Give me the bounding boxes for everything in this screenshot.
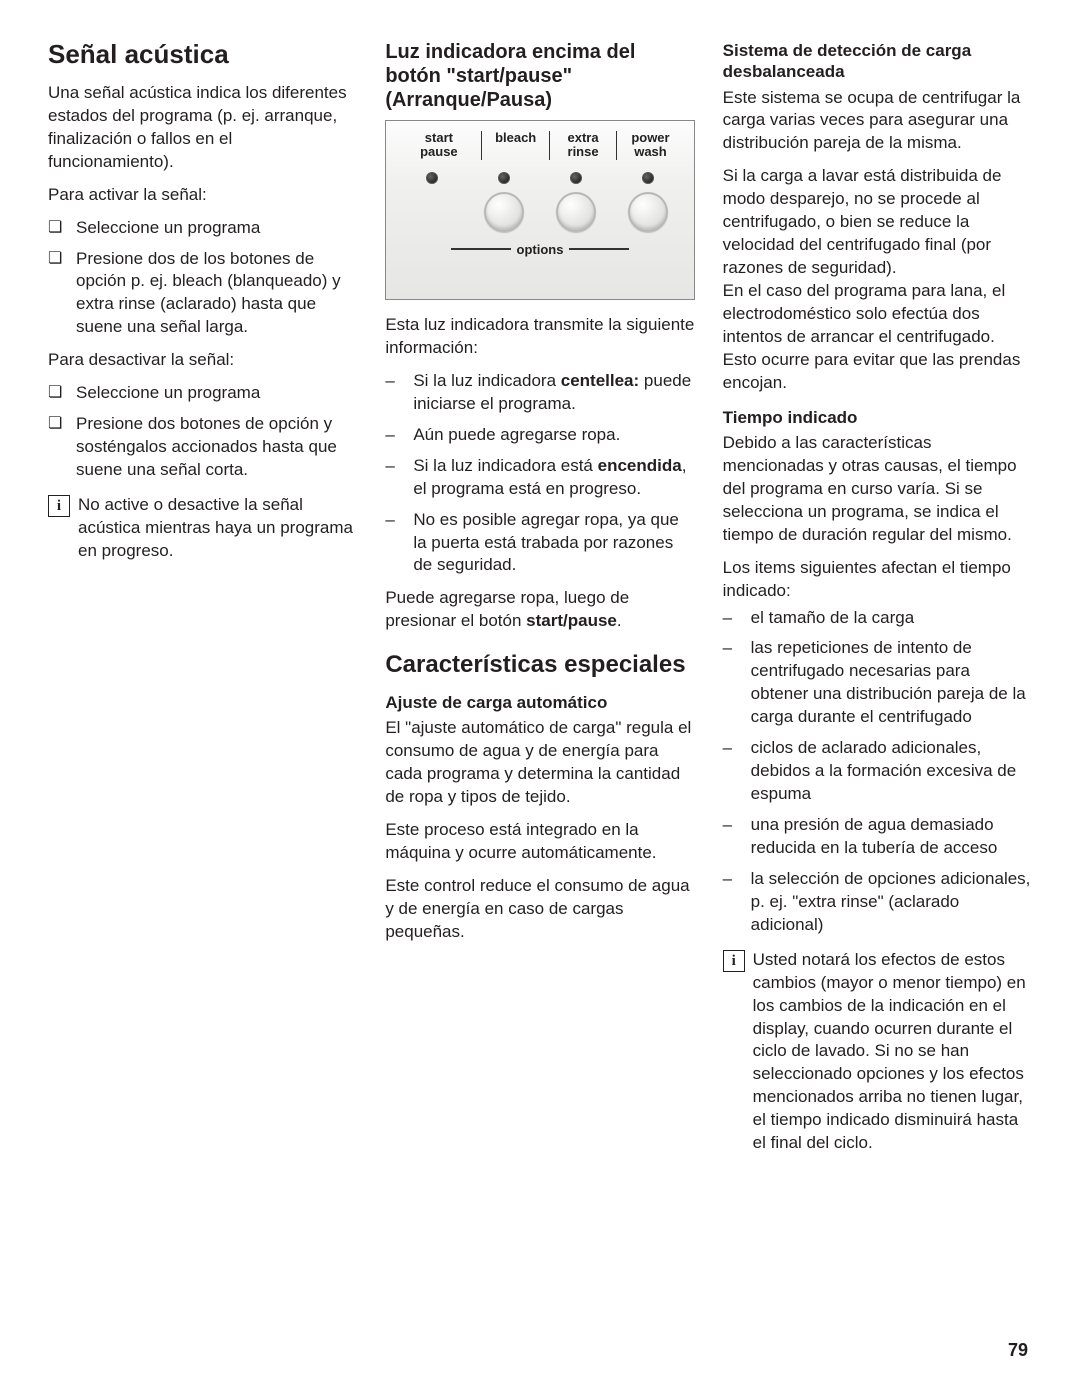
list-item: Aún puede agregarse ropa.	[385, 424, 694, 447]
panel-leds-row	[396, 172, 683, 184]
info-text: No active o desactive la señal acústica …	[78, 494, 357, 563]
info-note: i Usted notará los efectos de estos camb…	[723, 949, 1032, 1155]
time-factors-list: el tamaño de la carga las repeticiones d…	[723, 607, 1032, 937]
led-icon	[498, 172, 510, 184]
led-icon	[570, 172, 582, 184]
control-panel-image: startpause bleach extrarinse powerwash o…	[385, 120, 694, 300]
panel-labels-row: startpause bleach extrarinse powerwash	[396, 131, 683, 160]
list-item: el tamaño de la carga	[723, 607, 1032, 630]
column-3: Sistema de detección de carga desbalance…	[723, 40, 1032, 1155]
panel-button-icon	[484, 192, 524, 232]
list-item: Presione dos de los botones de opción p.…	[48, 248, 357, 340]
led-icon	[426, 172, 438, 184]
led-icon	[642, 172, 654, 184]
rule-line	[451, 248, 511, 250]
body-text: Debido a las características mencionadas…	[723, 432, 1032, 547]
indicator-list: Si la luz indicadora centellea: puede in…	[385, 370, 694, 578]
panel-label: bleach	[482, 131, 549, 160]
panel-button-icon	[628, 192, 668, 232]
list-item: las repeticiones de intento de centrifug…	[723, 637, 1032, 729]
body-text: Si la carga a lavar está distribuida de …	[723, 165, 1032, 280]
column-2: Luz indicadora encima del botón "start/p…	[385, 40, 694, 1155]
body-text: Los items siguientes afectan el tiempo i…	[723, 557, 1032, 603]
page-content: Señal acústica Una señal acústica indica…	[0, 0, 1080, 1175]
deactivate-list: Seleccione un programa Presione dos boto…	[48, 382, 357, 482]
list-item: Seleccione un programa	[48, 217, 357, 240]
list-item: No es posible agregar ropa, ya que la pu…	[385, 509, 694, 578]
heading-indicator-light: Luz indicadora encima del botón "start/p…	[385, 40, 694, 112]
list-item: Si la luz indicadora centellea: puede in…	[385, 370, 694, 416]
info-icon: i	[723, 950, 745, 972]
options-word: options	[517, 242, 564, 257]
info-icon: i	[48, 495, 70, 517]
panel-buttons-row	[396, 192, 683, 232]
activate-list: Seleccione un programa Presione dos de l…	[48, 217, 357, 340]
heading-acoustic-signal: Señal acústica	[48, 40, 357, 70]
panel-label: powerwash	[617, 131, 683, 160]
panel-label: extrarinse	[550, 131, 617, 160]
list-item: Seleccione un programa	[48, 382, 357, 405]
activate-label: Para activar la señal:	[48, 184, 357, 207]
heading-special-features: Características especiales	[385, 651, 694, 680]
heading-indicated-time: Tiempo indicado	[723, 407, 1032, 428]
rule-line	[569, 248, 629, 250]
acoustic-intro: Una señal acústica indica los diferentes…	[48, 82, 357, 174]
list-item: Presione dos botones de opción y sosténg…	[48, 413, 357, 482]
body-text: En el caso del programa para lana, el el…	[723, 280, 1032, 395]
body-text: Este sistema se ocupa de centrifugar la …	[723, 87, 1032, 156]
list-item: una presión de agua demasiado reducida e…	[723, 814, 1032, 860]
panel-button-icon	[556, 192, 596, 232]
feature-text: El "ajuste automático de carga" regula e…	[385, 717, 694, 809]
list-item: Si la luz indicadora está encendida, el …	[385, 455, 694, 501]
heading-unbalanced-load: Sistema de detección de carga desbalance…	[723, 40, 1032, 83]
feature-text: Este proceso está integrado en la máquin…	[385, 819, 694, 865]
column-1: Señal acústica Una señal acústica indica…	[48, 40, 357, 1155]
list-item: la selección de opciones adicionales, p.…	[723, 868, 1032, 937]
page-number: 79	[1008, 1340, 1028, 1361]
info-text: Usted notará los efectos de estos cambio…	[753, 949, 1032, 1155]
feature-text: Este control reduce el consumo de agua y…	[385, 875, 694, 944]
list-item: ciclos de aclarado adicionales, debidos …	[723, 737, 1032, 806]
deactivate-label: Para desactivar la señal:	[48, 349, 357, 372]
info-note: i No active o desactive la señal acústic…	[48, 494, 357, 563]
add-clothes-text: Puede agregarse ropa, luego de presionar…	[385, 587, 694, 633]
panel-label: startpause	[396, 131, 482, 160]
heading-auto-load: Ajuste de carga automático	[385, 692, 694, 713]
options-label-row: options	[396, 242, 683, 257]
after-image-text: Esta luz indicadora transmite la siguien…	[385, 314, 694, 360]
